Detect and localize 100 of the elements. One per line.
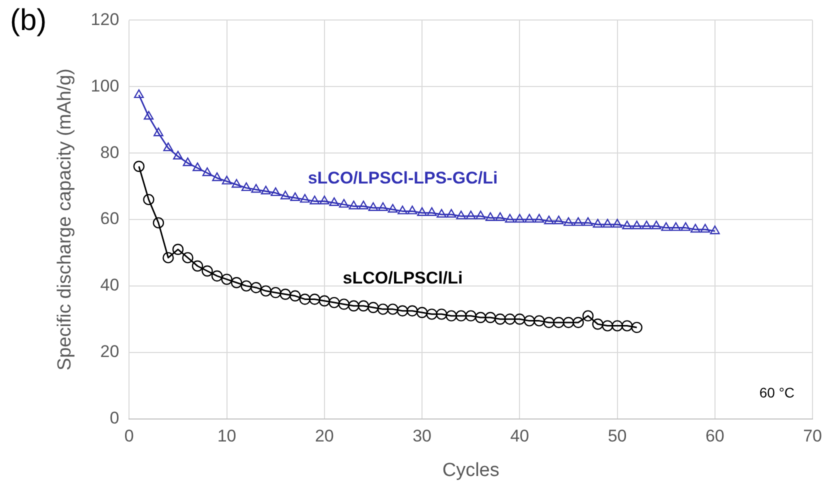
point (162, 252, 174, 264)
y-axis-title: Specific discharge capacity (mAh/g) (54, 68, 76, 371)
point (680, 222, 691, 231)
point (378, 202, 388, 211)
point (172, 244, 184, 255)
point (612, 320, 623, 332)
point (280, 288, 291, 300)
point (416, 306, 428, 318)
point (466, 210, 476, 220)
point (309, 294, 320, 305)
point (592, 218, 603, 228)
point (300, 194, 310, 203)
point (270, 187, 281, 196)
point (621, 320, 633, 332)
point (396, 305, 408, 316)
point (572, 316, 584, 328)
point (387, 304, 398, 315)
point (192, 162, 202, 172)
point (319, 196, 330, 204)
point (328, 296, 340, 308)
x-tick-label: 60 (705, 426, 724, 446)
point (338, 298, 350, 310)
point (514, 314, 526, 325)
point (154, 128, 164, 136)
point (553, 316, 564, 328)
point (700, 224, 710, 233)
point (358, 200, 368, 210)
x-axis-title: Cycles (442, 460, 500, 481)
point (318, 295, 330, 306)
point (514, 214, 525, 223)
point (710, 226, 720, 234)
y-tick-label: 0 (110, 408, 120, 428)
point (475, 312, 486, 324)
point (484, 312, 496, 324)
point (212, 172, 222, 182)
y-tick-label: 100 (90, 76, 120, 96)
point (348, 300, 360, 312)
point (144, 110, 154, 120)
point (241, 182, 252, 192)
point (504, 314, 516, 325)
point (232, 179, 242, 188)
point (240, 280, 252, 292)
point (602, 218, 612, 228)
point (495, 212, 506, 221)
point (230, 277, 242, 288)
point (406, 305, 418, 316)
point (534, 315, 545, 326)
point (270, 286, 282, 298)
point (388, 204, 398, 213)
x-tick-label: 30 (412, 426, 432, 446)
point (446, 208, 456, 218)
y-tick-label: 40 (100, 276, 120, 295)
point (310, 196, 320, 204)
point (622, 220, 632, 230)
point (661, 222, 672, 231)
point (476, 210, 486, 220)
point (377, 304, 389, 315)
point (134, 89, 144, 98)
text: (b) (10, 4, 47, 38)
point (143, 194, 154, 206)
point (173, 150, 183, 160)
point (368, 302, 379, 314)
point (299, 294, 310, 305)
point (524, 315, 536, 326)
point (554, 216, 564, 224)
point (290, 192, 300, 202)
point (436, 308, 448, 320)
point (632, 220, 642, 230)
x-tick-label: 70 (803, 426, 822, 446)
point (260, 285, 272, 297)
point (562, 316, 574, 328)
point (612, 218, 622, 228)
point (133, 160, 145, 172)
x-tick-label: 50 (608, 426, 627, 446)
point (651, 220, 662, 230)
point (398, 206, 408, 214)
point (368, 202, 378, 211)
point (152, 217, 164, 228)
point (426, 207, 437, 216)
point (221, 274, 232, 285)
point (222, 176, 232, 184)
point (465, 310, 476, 322)
point (564, 217, 574, 226)
point (582, 310, 594, 322)
point (446, 310, 457, 322)
x-tick-label: 20 (314, 426, 334, 446)
point (456, 210, 466, 220)
point (583, 217, 593, 226)
point (260, 186, 271, 194)
y-tick-label: 80 (100, 142, 120, 162)
point (592, 318, 604, 330)
point (192, 260, 204, 272)
point (348, 200, 359, 210)
point (642, 220, 652, 230)
point (534, 214, 544, 223)
point (329, 197, 340, 206)
series-label: sLCO/LPSCl/Li (342, 268, 463, 288)
point (543, 316, 555, 328)
point (290, 290, 301, 302)
y-tick-label: 20 (100, 342, 120, 362)
